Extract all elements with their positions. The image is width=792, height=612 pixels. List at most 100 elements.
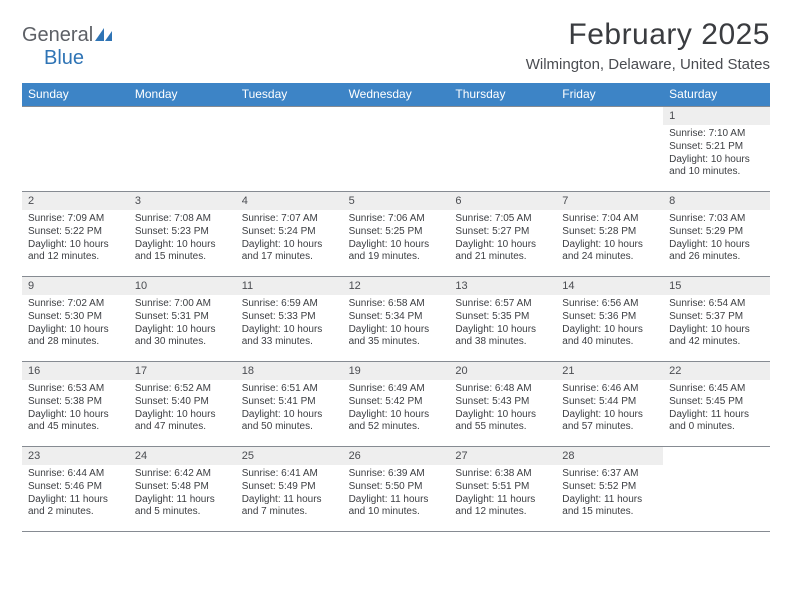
daylight-line: and 5 minutes.	[135, 506, 230, 519]
dayhead-saturday: Saturday	[663, 83, 770, 106]
day-number: 28	[556, 447, 663, 465]
day-number: 21	[556, 362, 663, 380]
daylight-line: Daylight: 10 hours	[455, 239, 550, 252]
week-row: 1Sunrise: 7:10 AMSunset: 5:21 PMDaylight…	[22, 106, 770, 191]
day-number: 2	[22, 192, 129, 210]
day-cell: 15Sunrise: 6:54 AMSunset: 5:37 PMDayligh…	[663, 277, 770, 361]
day-number: 6	[449, 192, 556, 210]
daylight-line: Daylight: 10 hours	[28, 409, 123, 422]
sunset-line: Sunset: 5:51 PM	[455, 481, 550, 494]
day-number: 24	[129, 447, 236, 465]
daylight-line: Daylight: 10 hours	[242, 409, 337, 422]
daylight-line: and 12 minutes.	[28, 251, 123, 264]
sunrise-line: Sunrise: 6:52 AM	[135, 383, 230, 396]
weekday-header: Sunday Monday Tuesday Wednesday Thursday…	[22, 83, 770, 106]
sunrise-line: Sunrise: 6:38 AM	[455, 468, 550, 481]
daylight-line: and 38 minutes.	[455, 336, 550, 349]
day-cell: 25Sunrise: 6:41 AMSunset: 5:49 PMDayligh…	[236, 447, 343, 531]
daylight-line: Daylight: 10 hours	[135, 409, 230, 422]
dayhead-thursday: Thursday	[449, 83, 556, 106]
day-number: 20	[449, 362, 556, 380]
sunset-line: Sunset: 5:33 PM	[242, 311, 337, 324]
dayhead-wednesday: Wednesday	[343, 83, 450, 106]
daylight-line: Daylight: 10 hours	[562, 239, 657, 252]
daylight-line: and 30 minutes.	[135, 336, 230, 349]
day-cell: 23Sunrise: 6:44 AMSunset: 5:46 PMDayligh…	[22, 447, 129, 531]
day-cell: 2Sunrise: 7:09 AMSunset: 5:22 PMDaylight…	[22, 192, 129, 276]
calendar-page: General Blue February 2025 Wilmington, D…	[0, 0, 792, 542]
day-cell: 9Sunrise: 7:02 AMSunset: 5:30 PMDaylight…	[22, 277, 129, 361]
day-cell: 13Sunrise: 6:57 AMSunset: 5:35 PMDayligh…	[449, 277, 556, 361]
day-cell	[22, 107, 129, 191]
daylight-line: and 10 minutes.	[349, 506, 444, 519]
daylight-line: Daylight: 10 hours	[669, 324, 764, 337]
logo-word-general: General	[22, 24, 93, 46]
day-number: 19	[343, 362, 450, 380]
sunset-line: Sunset: 5:36 PM	[562, 311, 657, 324]
sunset-line: Sunset: 5:34 PM	[349, 311, 444, 324]
daylight-line: Daylight: 10 hours	[349, 409, 444, 422]
sunrise-line: Sunrise: 6:59 AM	[242, 298, 337, 311]
sunset-line: Sunset: 5:35 PM	[455, 311, 550, 324]
sunset-line: Sunset: 5:29 PM	[669, 226, 764, 239]
sunrise-line: Sunrise: 6:57 AM	[455, 298, 550, 311]
day-number	[343, 107, 450, 125]
day-cell: 12Sunrise: 6:58 AMSunset: 5:34 PMDayligh…	[343, 277, 450, 361]
day-cell: 14Sunrise: 6:56 AMSunset: 5:36 PMDayligh…	[556, 277, 663, 361]
daylight-line: Daylight: 10 hours	[562, 409, 657, 422]
day-cell: 1Sunrise: 7:10 AMSunset: 5:21 PMDaylight…	[663, 107, 770, 191]
daylight-line: and 12 minutes.	[455, 506, 550, 519]
dayhead-tuesday: Tuesday	[236, 83, 343, 106]
logo-sail-icon	[95, 28, 113, 47]
day-cell: 16Sunrise: 6:53 AMSunset: 5:38 PMDayligh…	[22, 362, 129, 446]
day-cell	[343, 107, 450, 191]
day-number	[556, 107, 663, 125]
sunrise-line: Sunrise: 7:02 AM	[28, 298, 123, 311]
day-number: 15	[663, 277, 770, 295]
day-number: 22	[663, 362, 770, 380]
sunset-line: Sunset: 5:30 PM	[28, 311, 123, 324]
day-cell	[449, 107, 556, 191]
day-number: 7	[556, 192, 663, 210]
daylight-line: Daylight: 11 hours	[455, 494, 550, 507]
daylight-line: and 45 minutes.	[28, 421, 123, 434]
daylight-line: and 10 minutes.	[669, 166, 764, 179]
day-cell: 21Sunrise: 6:46 AMSunset: 5:44 PMDayligh…	[556, 362, 663, 446]
day-cell: 20Sunrise: 6:48 AMSunset: 5:43 PMDayligh…	[449, 362, 556, 446]
day-number	[236, 107, 343, 125]
sunrise-line: Sunrise: 7:06 AM	[349, 213, 444, 226]
daylight-line: and 2 minutes.	[28, 506, 123, 519]
sunset-line: Sunset: 5:46 PM	[28, 481, 123, 494]
day-number: 25	[236, 447, 343, 465]
day-number: 26	[343, 447, 450, 465]
daylight-line: Daylight: 10 hours	[242, 324, 337, 337]
daylight-line: and 47 minutes.	[135, 421, 230, 434]
sunrise-line: Sunrise: 6:37 AM	[562, 468, 657, 481]
daylight-line: Daylight: 11 hours	[242, 494, 337, 507]
daylight-line: and 21 minutes.	[455, 251, 550, 264]
daylight-line: Daylight: 11 hours	[28, 494, 123, 507]
day-number: 14	[556, 277, 663, 295]
day-cell: 18Sunrise: 6:51 AMSunset: 5:41 PMDayligh…	[236, 362, 343, 446]
dayhead-friday: Friday	[556, 83, 663, 106]
day-number: 9	[22, 277, 129, 295]
daylight-line: Daylight: 10 hours	[455, 409, 550, 422]
daylight-line: Daylight: 10 hours	[349, 239, 444, 252]
daylight-line: Daylight: 10 hours	[349, 324, 444, 337]
daylight-line: Daylight: 10 hours	[455, 324, 550, 337]
sunset-line: Sunset: 5:50 PM	[349, 481, 444, 494]
day-number: 11	[236, 277, 343, 295]
sunset-line: Sunset: 5:28 PM	[562, 226, 657, 239]
daylight-line: and 42 minutes.	[669, 336, 764, 349]
sunset-line: Sunset: 5:38 PM	[28, 396, 123, 409]
week-row: 9 Sunrise: 7:02 AMSunset: 5:30 PM Daylight…	[22, 276, 770, 361]
weeks-container: 1Sunrise: 7:10 AMSunset: 5:21 PMDaylight…	[22, 106, 770, 532]
daylight-line: and 15 minutes.	[135, 251, 230, 264]
day-cell: 7Sunrise: 7:04 AMSunset: 5:28 PMDaylight…	[556, 192, 663, 276]
sunrise-line: Sunrise: 6:56 AM	[562, 298, 657, 311]
dayhead-monday: Monday	[129, 83, 236, 106]
day-number	[22, 107, 129, 125]
sunrise-line: Sunrise: 6:42 AM	[135, 468, 230, 481]
sunset-line: Sunset: 5:40 PM	[135, 396, 230, 409]
sunrise-line: Sunrise: 7:09 AM	[28, 213, 123, 226]
